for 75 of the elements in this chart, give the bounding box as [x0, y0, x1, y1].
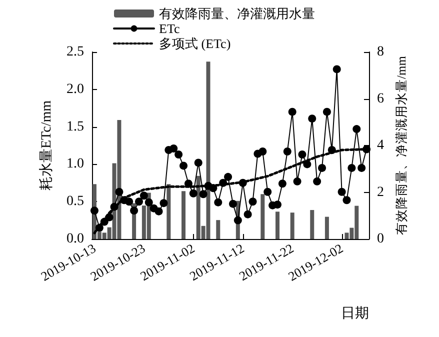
- y-tick-label: 0.0: [66, 232, 84, 246]
- point: [130, 206, 138, 215]
- point: [303, 160, 312, 168]
- point: [174, 150, 183, 158]
- point: [293, 177, 302, 186]
- y2-tick-label: 6: [377, 91, 384, 106]
- point: [244, 210, 252, 218]
- point: [219, 178, 228, 187]
- point: [342, 196, 351, 204]
- point: [110, 202, 118, 211]
- point: [125, 198, 134, 206]
- point: [298, 150, 306, 158]
- point: [228, 200, 237, 208]
- point: [90, 206, 98, 215]
- point: [95, 224, 104, 232]
- point: [170, 144, 178, 152]
- point: [234, 216, 242, 224]
- bar: [275, 212, 280, 239]
- point: [214, 198, 222, 206]
- point: [135, 198, 143, 206]
- point: [288, 108, 296, 116]
- y2-tick-label: 0: [377, 232, 384, 246]
- point: [184, 180, 192, 188]
- point: [140, 192, 148, 200]
- x-axis-title: 日期: [341, 306, 369, 322]
- bar: [166, 184, 171, 239]
- y2-tick-label: 8: [377, 44, 384, 60]
- point: [358, 164, 366, 172]
- bar: [182, 191, 186, 239]
- y-tick-label: 2.5: [66, 44, 84, 60]
- point: [209, 184, 218, 192]
- point: [194, 158, 202, 167]
- point: [313, 177, 322, 186]
- point: [338, 188, 346, 196]
- point: [362, 145, 371, 154]
- point: [283, 147, 292, 156]
- point: [308, 114, 316, 123]
- point: [248, 198, 257, 206]
- y2-axis-title: 有效降雨量、净灌溉用水量/mm: [394, 56, 408, 235]
- point: [189, 189, 198, 198]
- point: [199, 190, 208, 198]
- y-axis-title: 耗水量ETc/mm: [38, 100, 54, 191]
- point: [154, 207, 163, 216]
- point: [224, 172, 232, 181]
- y-tick-label: 1.0: [66, 156, 84, 172]
- point: [115, 188, 124, 196]
- point: [328, 146, 336, 154]
- point: [238, 178, 247, 187]
- y-tick-label: 1.5: [66, 119, 84, 134]
- bar: [216, 220, 220, 239]
- point: [352, 125, 361, 134]
- point: [278, 180, 286, 188]
- bar: [290, 212, 294, 239]
- point: [258, 147, 267, 156]
- point: [274, 200, 282, 209]
- y-tick-label: 2.0: [66, 82, 84, 97]
- point: [144, 198, 153, 206]
- point: [264, 188, 272, 196]
- bar: [324, 216, 329, 239]
- point: [105, 213, 114, 222]
- point: [318, 164, 326, 172]
- bar: [260, 194, 265, 239]
- point: [160, 199, 168, 208]
- legend-label: ETc: [159, 21, 180, 36]
- legend-label: 有效降雨量、净灌溉用水量: [159, 6, 315, 21]
- y2-tick-label: 4: [377, 138, 384, 153]
- point: [100, 218, 108, 226]
- point: [322, 108, 331, 116]
- y2-tick-label: 2: [377, 184, 384, 200]
- point: [180, 162, 188, 170]
- point: [348, 164, 356, 172]
- legend-label: 多项式 (ETc): [159, 36, 231, 51]
- bar: [310, 210, 314, 239]
- point: [332, 65, 341, 74]
- y-tick-label: 0.5: [66, 194, 84, 210]
